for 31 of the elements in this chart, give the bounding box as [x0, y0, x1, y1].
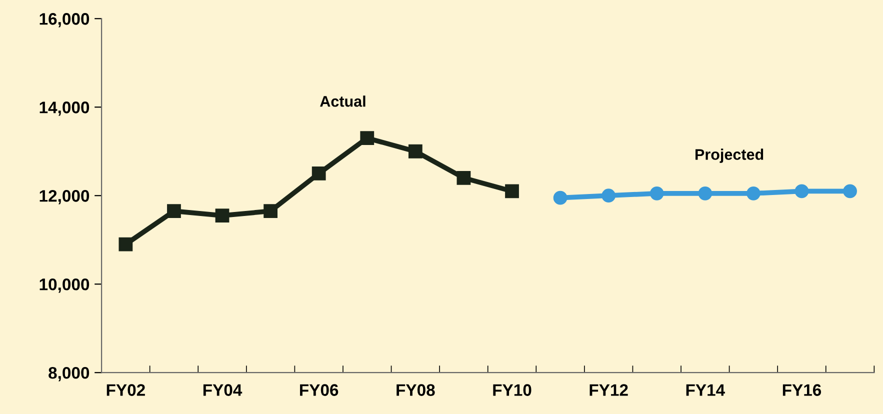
point: [843, 184, 857, 198]
point: [408, 144, 422, 158]
point: [505, 184, 519, 198]
x-tick-label: FY14: [686, 384, 725, 396]
x-tick-label: FY04: [203, 384, 242, 396]
point: [215, 208, 230, 222]
x-tick-label: FY06: [300, 384, 338, 396]
point: [746, 186, 760, 200]
point: [264, 204, 278, 218]
x-tick-label: FY02: [106, 384, 145, 396]
point: [650, 186, 664, 200]
point: [456, 170, 471, 185]
y-tick-label: 8,000: [48, 367, 90, 382]
series-label: Actual: [320, 96, 366, 107]
point: [167, 204, 181, 218]
point: [553, 190, 568, 205]
y-tick-label: 14,000: [40, 102, 90, 116]
point: [602, 188, 616, 203]
point: [698, 186, 712, 200]
series-label: Projected: [696, 148, 764, 163]
point: [312, 166, 326, 180]
y-tick-label: 12,000: [40, 190, 90, 204]
x-tick-label: FY08: [396, 384, 435, 396]
x-tick-label: FY12: [590, 384, 628, 396]
point: [360, 131, 374, 146]
point: [118, 237, 133, 252]
y-tick-label: 16,000: [40, 13, 90, 28]
x-tick-label: FY10: [493, 384, 532, 396]
y-tick-label: 10,000: [40, 278, 90, 293]
point: [794, 184, 809, 198]
x-tick-label: FY16: [782, 384, 822, 396]
